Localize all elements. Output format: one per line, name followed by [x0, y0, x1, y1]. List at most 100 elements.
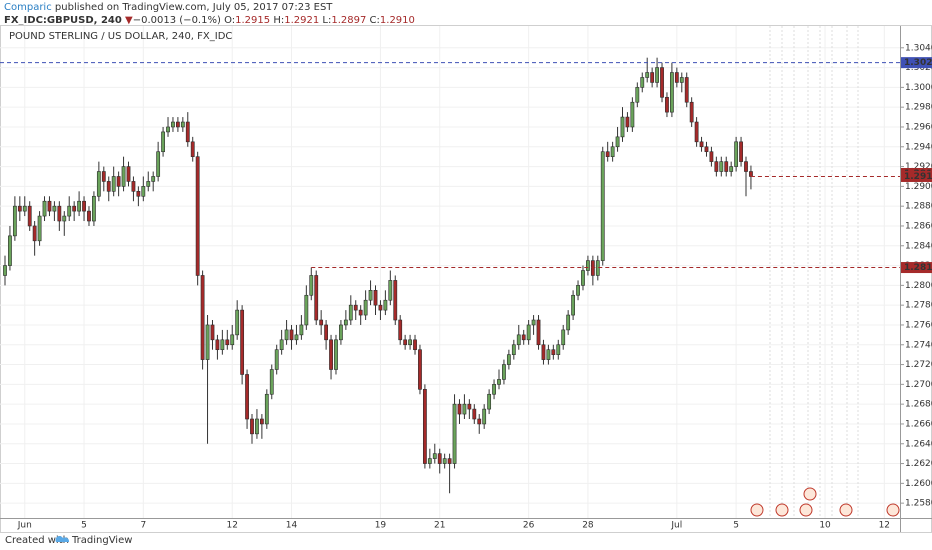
y-tick-label: 1.2940 [905, 142, 932, 152]
ohlc-c: 1.2910 [380, 15, 415, 26]
y-tick-label: 1.2720 [905, 360, 932, 370]
candle-body [166, 126, 170, 133]
candle-body [684, 77, 689, 103]
x-tick-label: 14 [286, 521, 298, 531]
author[interactable]: Comparic [4, 2, 52, 13]
candle-body [185, 121, 190, 143]
candle-body [739, 141, 743, 162]
candle-body [724, 161, 729, 172]
event-flag[interactable] [775, 503, 789, 517]
candle-body [418, 349, 422, 390]
candle-body [482, 408, 487, 425]
x-tick-label: 7 [140, 521, 146, 531]
event-flag[interactable] [750, 503, 764, 517]
y-tick-label: 1.2580 [905, 499, 932, 509]
candle-body [640, 77, 645, 88]
y-tick-label: 1.2640 [905, 439, 932, 449]
y-tick-label: 1.2620 [905, 459, 932, 469]
candle-body [368, 290, 373, 301]
candle-body [388, 280, 393, 301]
x-tick-label: Jun [17, 521, 32, 531]
candle-body [645, 72, 650, 78]
x-tick-label: 21 [434, 521, 445, 531]
candle-body [744, 161, 748, 172]
candle-body [714, 161, 719, 172]
level-tag [901, 262, 932, 274]
candle-body [467, 403, 472, 410]
candle-body [17, 205, 22, 212]
ohlc-c-key: C: [370, 15, 380, 26]
candle-body [82, 200, 86, 212]
candle-body [339, 324, 343, 341]
x-tick-label: 12 [227, 521, 238, 531]
candle-body [161, 131, 165, 153]
candle-body [151, 176, 156, 182]
candle-body [516, 334, 521, 346]
y-tick-label: 1.2960 [905, 122, 932, 132]
candle-body [477, 418, 482, 425]
ohlc-h: 1.2921 [284, 15, 319, 26]
candle-body [699, 141, 704, 148]
change: −0.0013 (−0.1%) [133, 15, 221, 26]
candle-body [348, 304, 353, 321]
y-tick-label: 1.2800 [905, 281, 932, 291]
candle-body [304, 294, 309, 326]
candle-body [171, 121, 175, 128]
x-tick-label: 5 [733, 521, 739, 531]
candle-body [101, 171, 106, 182]
event-flag[interactable] [839, 503, 853, 517]
y-tick-label: 1.2980 [905, 103, 932, 113]
candle-body [190, 141, 195, 157]
candle-body [264, 393, 269, 425]
y-tick-label: 1.2880 [905, 202, 932, 212]
candle-body [660, 67, 664, 98]
candle-body [556, 344, 561, 355]
candle-body [136, 191, 141, 197]
candle-body [487, 393, 492, 410]
y-tick-label: 1.2660 [905, 419, 932, 429]
candle-body [709, 151, 714, 162]
candle-body [694, 121, 699, 143]
candle-body [12, 205, 17, 237]
candle-body [492, 384, 496, 395]
candle-body [413, 339, 417, 351]
candle-body [729, 166, 734, 172]
candle-body [427, 458, 432, 464]
event-flag[interactable] [803, 487, 817, 501]
footer-created: Created with [5, 535, 69, 546]
candle-body [586, 260, 590, 271]
level-tag [901, 170, 932, 182]
candle-body [536, 319, 541, 346]
symbol: FX_IDC:GBPUSD, 240 [4, 15, 122, 26]
candle-body [205, 324, 210, 360]
footer-brand[interactable]: TradingView [71, 535, 132, 546]
candle-body [679, 77, 684, 83]
candle-body [447, 458, 452, 464]
ohlc-o: 1.2915 [235, 15, 270, 26]
candle-body [195, 156, 200, 276]
event-flag[interactable] [799, 503, 813, 517]
candle-body [462, 403, 467, 415]
candle-body [27, 205, 32, 227]
event-flag[interactable] [886, 503, 900, 517]
candle-body [77, 200, 82, 212]
candle-body [3, 265, 7, 276]
plot [0, 57, 900, 494]
ohlc-h-key: H: [273, 15, 284, 26]
candle-body [96, 171, 101, 197]
candle-body [67, 205, 72, 217]
direction: ▼ [125, 15, 133, 26]
candle-body [284, 329, 289, 341]
x-tick-label: 12 [879, 521, 890, 531]
candle-body [734, 141, 739, 167]
candle-body [62, 215, 67, 222]
candle-body [245, 374, 249, 420]
y-tick-label: 1.2860 [905, 221, 932, 231]
candle-body [126, 166, 131, 182]
candle-body [704, 146, 709, 153]
y-tick-label: 1.2900 [905, 182, 932, 192]
candle-body [669, 72, 674, 113]
candle-body [719, 161, 724, 172]
candle-body [353, 304, 358, 311]
